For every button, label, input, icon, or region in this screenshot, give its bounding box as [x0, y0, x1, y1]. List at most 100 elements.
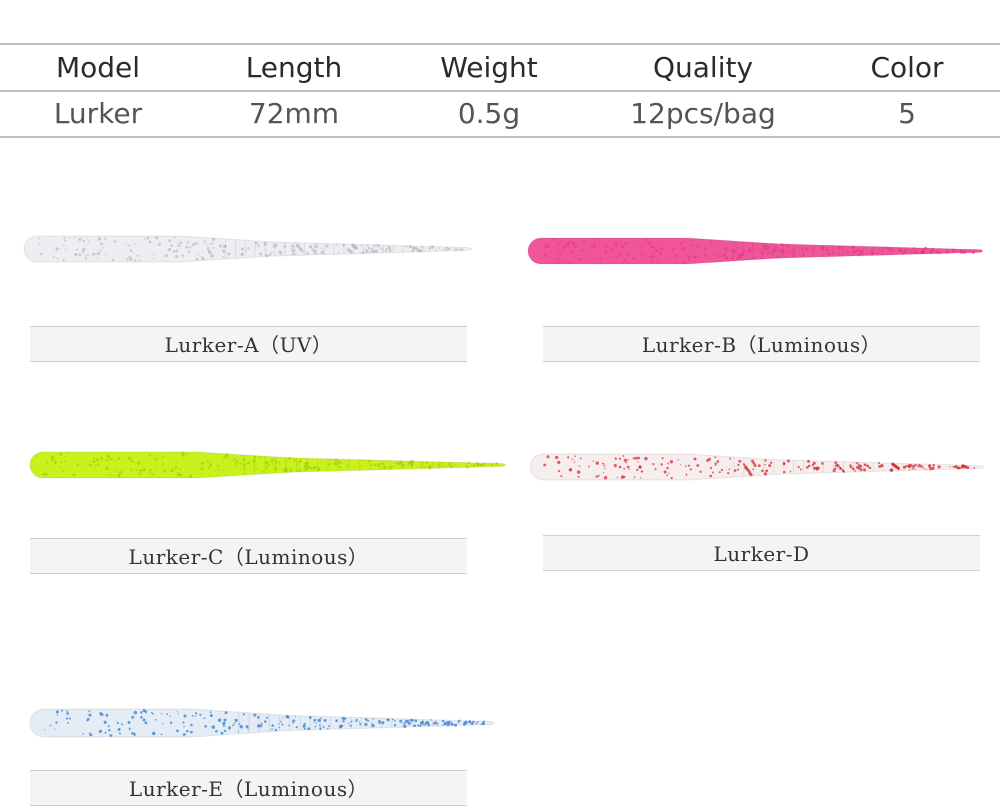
lure-speckle	[462, 722, 466, 726]
lure-speckle	[407, 463, 409, 466]
lure-speckle	[198, 453, 200, 455]
lure-speckle	[113, 240, 117, 243]
lure-speckle	[263, 242, 267, 246]
lure-speckle	[619, 253, 622, 257]
lure-speckle	[654, 248, 659, 252]
lure-speckle	[210, 466, 212, 469]
lure-speckle	[130, 732, 134, 735]
lure-speckle	[157, 454, 159, 457]
lure-speckle	[748, 472, 751, 475]
lure-speckle	[796, 246, 798, 249]
lure-speckle	[674, 254, 678, 257]
lure-speckle	[152, 257, 154, 260]
lure-speckle	[481, 722, 485, 726]
lure-speckle	[427, 723, 431, 727]
lure-speckle	[706, 459, 709, 462]
lure-speckle	[811, 464, 814, 467]
lure-speckle	[349, 724, 352, 727]
lure-speckle	[127, 456, 132, 461]
lure-speckle	[783, 470, 786, 474]
lure-speckle	[627, 458, 629, 461]
lure-speckle	[971, 250, 975, 254]
lure-speckle	[640, 477, 642, 479]
lure-speckle	[405, 245, 408, 248]
lure-speckle	[191, 715, 194, 717]
lure-speckle	[197, 253, 200, 256]
lure-speckle	[689, 468, 692, 471]
lure-speckle	[423, 466, 426, 468]
lure-speckle	[243, 463, 246, 466]
lure-speckle	[632, 257, 635, 260]
lure-speckle	[393, 465, 395, 467]
lure-speckle	[227, 252, 231, 256]
lure-speckle	[436, 722, 439, 725]
lure-speckle	[127, 721, 131, 724]
lure-speckle	[420, 250, 423, 253]
lure-speckle	[63, 237, 66, 240]
lure-speckle	[632, 457, 636, 460]
lure-speckle	[749, 473, 751, 476]
lure-speckle	[599, 257, 602, 260]
lure-speckle	[66, 463, 69, 466]
lure-speckle	[218, 473, 220, 475]
lure-speckle	[772, 250, 776, 253]
lure-speckle	[274, 728, 278, 732]
lure-speckle	[100, 456, 103, 460]
lure-speckle	[573, 461, 576, 463]
lure-speckle	[59, 452, 63, 456]
variant-label-b: Lurker-B（Luminous）	[543, 326, 980, 362]
lure-speckle	[271, 724, 274, 727]
lure-speckle	[130, 469, 132, 472]
lure-speckle	[937, 465, 941, 469]
lure-speckle	[550, 250, 553, 252]
lure-speckle	[216, 464, 219, 467]
lure-speckle	[747, 249, 751, 253]
lure-speckle	[223, 718, 227, 722]
lure-speckle	[304, 467, 308, 471]
lure-speckle	[401, 463, 405, 468]
lure-speckle	[99, 249, 102, 252]
lure-speckle	[574, 245, 577, 249]
lure-speckle	[591, 257, 594, 259]
lure-speckle	[291, 244, 295, 248]
lure-speckle	[192, 242, 196, 246]
lure-speckle	[860, 252, 863, 255]
lure-speckle	[567, 241, 571, 245]
lure-speckle	[710, 258, 712, 260]
lure-speckle	[355, 719, 358, 722]
lure-speckle	[257, 716, 260, 719]
lure-speckle	[314, 245, 318, 248]
lure-speckle	[170, 468, 174, 472]
lure-speckle	[543, 463, 547, 467]
lure-speckle	[338, 252, 340, 254]
lure-speckle	[386, 247, 389, 250]
lure-speckle	[424, 466, 427, 469]
lure-speckle	[821, 246, 824, 248]
lure-speckle	[373, 463, 376, 467]
lure-speckle	[670, 477, 673, 480]
lure-speckle	[715, 254, 717, 256]
lure-speckle	[475, 722, 478, 725]
lure-speckle	[750, 250, 753, 253]
lure-speckle	[320, 250, 324, 254]
lure-speckle	[752, 462, 756, 465]
variant-label-c: Lurker-C（Luminous）	[30, 538, 467, 574]
lure-speckle	[117, 728, 121, 731]
lure-speckle	[776, 255, 780, 259]
lure-speckle	[188, 474, 193, 478]
lure-speckle	[439, 465, 441, 467]
lure-speckle	[61, 709, 64, 712]
lure-speckle	[64, 239, 66, 242]
lure-speckle	[303, 722, 306, 726]
lure-speckle	[123, 243, 126, 245]
lure-speckle	[126, 258, 129, 261]
lure-speckle	[458, 248, 461, 251]
lure-speckle	[174, 466, 178, 469]
lure-speckle	[82, 250, 85, 253]
lure-speckle	[709, 474, 712, 478]
lure-speckle	[855, 462, 858, 465]
lure-speckle	[446, 721, 449, 723]
lure-speckle	[813, 466, 817, 470]
lure-speckle	[169, 721, 173, 724]
lure-speckle	[242, 458, 245, 462]
